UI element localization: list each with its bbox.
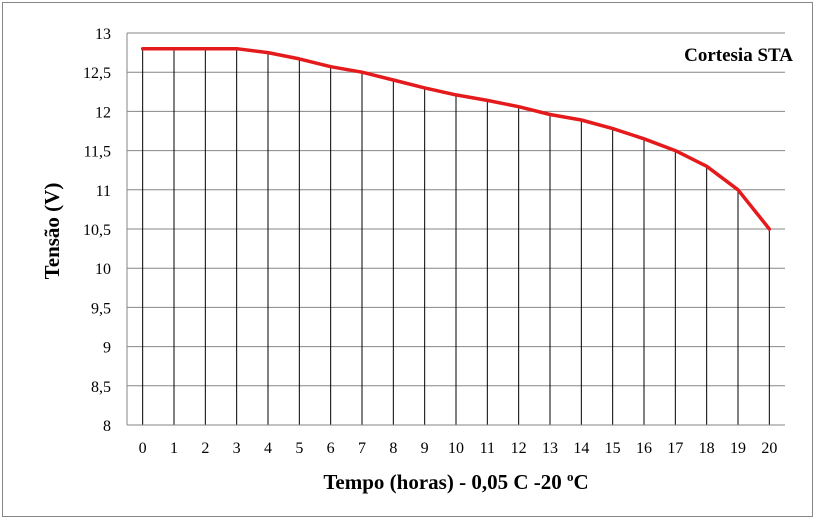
series xyxy=(140,46,772,231)
x-tick-label-0: 0 xyxy=(139,440,147,457)
y-tick-label-1: 12,5 xyxy=(83,65,111,82)
x-tick-label-2: 2 xyxy=(201,440,209,457)
x-tick-label-16: 16 xyxy=(636,440,652,457)
x-tick-label-12: 12 xyxy=(511,440,527,457)
axes xyxy=(126,33,785,426)
y-tick-label-6: 10 xyxy=(95,261,111,278)
y-tick-label-2: 12 xyxy=(95,104,111,121)
y-tick-label-8: 9 xyxy=(103,340,111,357)
x-tick-label-8: 8 xyxy=(389,440,397,457)
x-tick-label-13: 13 xyxy=(542,440,558,457)
x-tick-label-11: 11 xyxy=(480,440,495,457)
x-tick-label-18: 18 xyxy=(699,440,715,457)
x-tick-label-10: 10 xyxy=(448,440,464,457)
x-tick-label-7: 7 xyxy=(358,440,366,457)
annotation-cortesia: Cortesia STA xyxy=(684,45,793,66)
x-tick-label-14: 14 xyxy=(573,440,589,457)
y-tick-label-0: 13 xyxy=(95,26,111,43)
y-tick-labels: 13 12,5 12 11,5 11 10,5 10 9,5 9 8,5 8 xyxy=(83,26,111,435)
y-tick-label-7: 9,5 xyxy=(91,300,111,317)
x-tick-label-3: 3 xyxy=(233,440,241,457)
y-tick-label-3: 11,5 xyxy=(84,144,111,161)
y-tick-label-9: 8,5 xyxy=(91,379,111,396)
x-tick-label-5: 5 xyxy=(295,440,303,457)
x-tick-label-4: 4 xyxy=(264,440,272,457)
series-line-tensao xyxy=(140,46,772,231)
x-axis-title-unit: C xyxy=(573,470,588,494)
x-tick-label-20: 20 xyxy=(761,440,777,457)
x-axis-title-degree: o xyxy=(567,469,574,484)
x-tick-label-1: 1 xyxy=(170,440,178,457)
x-axis-title: Tempo (horas) - 0,05 C -20 oC xyxy=(323,469,588,494)
y-tick-label-4: 11 xyxy=(96,183,111,200)
x-tick-label-9: 9 xyxy=(421,440,429,457)
x-tick-labels: 0 1 2 3 4 5 6 7 8 9 10 11 12 13 14 15 16 17 18 19 20 xyxy=(139,440,778,457)
x-axis-title-main: Tempo (horas) - 0,05 C -20 xyxy=(323,470,567,494)
y-tick-label-5: 10,5 xyxy=(83,222,111,239)
y-axis-title: Tensão (V) xyxy=(40,183,64,280)
x-tick-label-15: 15 xyxy=(605,440,621,457)
droplines xyxy=(142,48,770,425)
x-tick-label-17: 17 xyxy=(667,440,683,457)
y-tick-label-10: 8 xyxy=(103,418,111,435)
x-tick-label-19: 19 xyxy=(730,440,746,457)
x-tick-label-6: 6 xyxy=(327,440,335,457)
